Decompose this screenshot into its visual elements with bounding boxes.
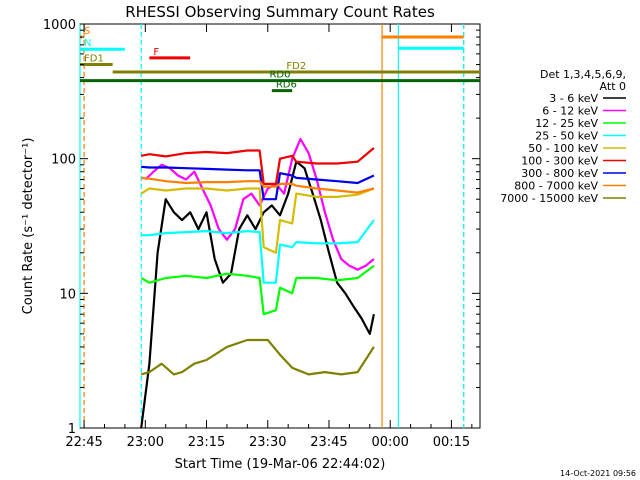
legend-header-0: Det 1,3,4,5,6,9, (540, 68, 626, 81)
y-tick-label-1: 10 (59, 287, 76, 302)
chart-title: RHESSI Observing Summary Count Rates (125, 3, 435, 21)
x-tick-label-2: 23:15 (188, 435, 225, 450)
series-line-7 (141, 176, 375, 194)
legend-label-4: 50 - 100 keV (528, 142, 598, 155)
series-line-1 (144, 137, 375, 271)
x-axis-label: Start Time (19-Mar-06 22:44:02) (175, 457, 386, 472)
legend-header-1: Att 0 (600, 80, 626, 93)
state-label-5: RD0 (269, 70, 290, 81)
footer-date: 14-Oct-2021 09:56 (560, 469, 636, 478)
x-tick-label-6: 00:15 (433, 435, 470, 450)
y-axis-label: Count Rate (s⁻¹ detector⁻¹) (21, 138, 36, 315)
legend-label-5: 100 - 300 keV (521, 155, 598, 168)
legend-label-2: 12 - 25 keV (535, 117, 598, 130)
legend-label-7: 800 - 7000 keV (514, 180, 598, 193)
legend-label-8: 7000 - 15000 keV (500, 192, 598, 205)
legend-label-1: 6 - 12 keV (542, 105, 598, 118)
y-tick-label-2: 100 (51, 153, 76, 168)
y-axis: 1 10 100 1000 (43, 18, 480, 437)
series-line-0 (140, 160, 375, 429)
state-label-2: F (153, 47, 159, 58)
state-label-6: RD6 (276, 80, 297, 91)
series-line-8 (140, 338, 375, 376)
series-line-3 (141, 219, 375, 284)
state-label-1: N (84, 38, 91, 49)
legend-label-0: 3 - 6 keV (549, 92, 598, 105)
x-tick-label-3: 23:30 (249, 435, 286, 450)
x-tick-label-5: 00:00 (371, 435, 408, 450)
legend-label-6: 300 - 800 keV (521, 167, 598, 180)
state-label-3: FD1 (84, 54, 104, 65)
y-tick-label-3: 1000 (43, 18, 76, 33)
series-line-2 (140, 264, 375, 316)
x-tick-label-4: 23:45 (310, 435, 347, 450)
state-label-0: S (84, 26, 90, 37)
x-tick-label-1: 23:00 (127, 435, 164, 450)
series-line-5 (140, 147, 375, 185)
series-line-4 (140, 187, 375, 254)
series-line-6 (141, 165, 375, 201)
x-tick-label-0: 22:45 (65, 435, 102, 450)
legend-label-3: 25 - 50 keV (535, 130, 598, 143)
x-axis: 22:45 23:00 23:15 23:30 23:45 00:00 00:15 (65, 24, 473, 450)
y-tick-label-0: 1 (68, 422, 76, 437)
state-label-4: FD2 (286, 61, 306, 72)
